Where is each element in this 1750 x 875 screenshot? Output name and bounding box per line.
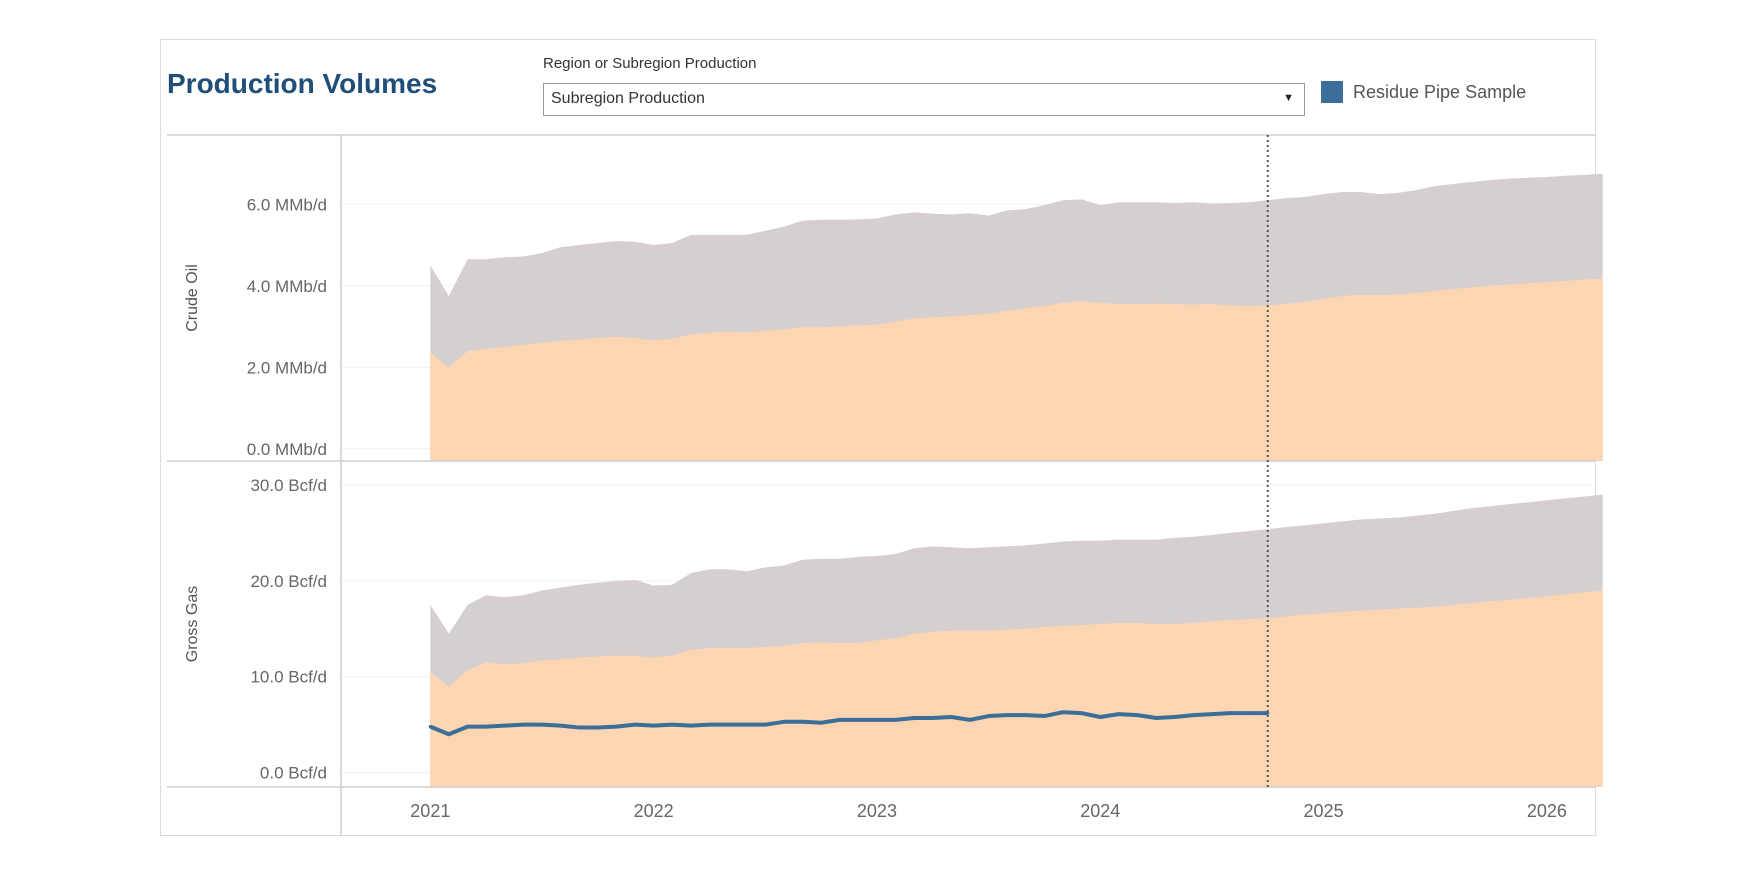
residue-pipe-point: [596, 725, 600, 730]
residue-pipe-point: [521, 723, 526, 727]
page-title: Production Volumes: [167, 68, 438, 99]
lower-band-area: [430, 590, 1603, 787]
caret-down-icon[interactable]: ▼: [1283, 92, 1294, 104]
residue-pipe-point: [800, 720, 805, 724]
residue-pipe-line: [429, 710, 1268, 737]
residue-pipe-point: [484, 724, 488, 729]
legend-swatch: [1321, 81, 1343, 103]
residue-pipe-point: [745, 723, 749, 727]
residue-pipe-point: [763, 723, 767, 727]
residue-pipe-point: [689, 724, 693, 728]
residue-pipe-point: [447, 732, 451, 736]
y-tick-label: 6.0 MMb/d: [247, 195, 327, 214]
x-tick-label: 2024: [1080, 801, 1120, 821]
residue-pipe-point: [670, 723, 674, 727]
residue-pipe-point: [931, 716, 935, 720]
y-tick-label: 4.0 MMb/d: [247, 277, 327, 296]
residue-pipe-point: [1042, 714, 1047, 718]
residue-pipe-point: [875, 718, 879, 722]
y-tick-label: 0.0 MMb/d: [247, 440, 327, 459]
residue-pipe-point: [1098, 715, 1102, 719]
residue-pipe-point: [540, 723, 544, 727]
residue-pipe-point: [1247, 711, 1251, 715]
residue-pipe-point: [558, 724, 563, 728]
residue-pipe-point: [1173, 715, 1177, 719]
y-tick-label: 20.0 Bcf/d: [250, 572, 327, 591]
residue-pipe-point: [986, 714, 991, 718]
residue-pipe-point: [1191, 713, 1195, 717]
residue-pipe-point: [819, 721, 823, 725]
lower-band-area: [430, 278, 1603, 461]
residue-pipe-point: [856, 718, 861, 722]
residue-pipe-point: [1005, 713, 1009, 717]
residue-pipe-point: [838, 718, 842, 722]
residue-pipe-point: [1154, 716, 1158, 720]
residue-pipe-point: [1117, 712, 1121, 716]
residue-pipe-point: [968, 718, 972, 722]
residue-pipe-point: [1135, 713, 1140, 717]
residue-pipe-point: [614, 724, 618, 729]
residue-pipe-point: [1210, 712, 1214, 716]
region-select[interactable]: Subregion Production ▼: [543, 83, 1305, 116]
y-tick-label: 2.0 MMb/d: [247, 358, 327, 377]
filter-label: Region or Subregion Production: [543, 55, 757, 72]
residue-pipe-point: [503, 724, 507, 728]
y-tick-label: 0.0 Bcf/d: [260, 764, 327, 783]
residue-pipe-point: [782, 720, 786, 724]
residue-pipe-point: [466, 724, 470, 729]
legend-label[interactable]: Residue Pipe Sample: [1353, 81, 1527, 102]
x-tick-label: 2023: [857, 801, 897, 821]
residue-pipe-point: [949, 715, 953, 719]
row-label: Gross Gas: [184, 586, 201, 662]
residue-pipe-point: [707, 723, 712, 727]
residue-pipe-point: [633, 723, 637, 727]
residue-pipe-point: [912, 716, 916, 720]
row-label: Crude Oil: [184, 264, 201, 332]
region-select-value: Subregion Production: [551, 90, 705, 107]
residue-pipe-point: [428, 724, 432, 729]
x-tick-label: 2021: [410, 801, 450, 821]
residue-pipe-point: [726, 723, 730, 727]
x-tick-label: 2025: [1304, 801, 1344, 821]
residue-pipe-point: [1266, 711, 1270, 715]
residue-pipe-point: [1080, 711, 1084, 715]
residue-pipe-point: [577, 725, 581, 730]
residue-pipe-point: [1061, 710, 1065, 714]
legend: Residue Pipe Sample: [1321, 80, 1526, 104]
residue-pipe-point: [893, 718, 898, 722]
y-tick-label: 30.0 Bcf/d: [250, 476, 327, 495]
residue-pipe-point: [652, 724, 656, 728]
y-tick-label: 10.0 Bcf/d: [250, 668, 327, 687]
x-tick-label: 2022: [634, 801, 674, 821]
residue-pipe-point: [1228, 711, 1233, 715]
residue-pipe-point: [1024, 713, 1028, 717]
x-tick-label: 2026: [1527, 801, 1567, 821]
